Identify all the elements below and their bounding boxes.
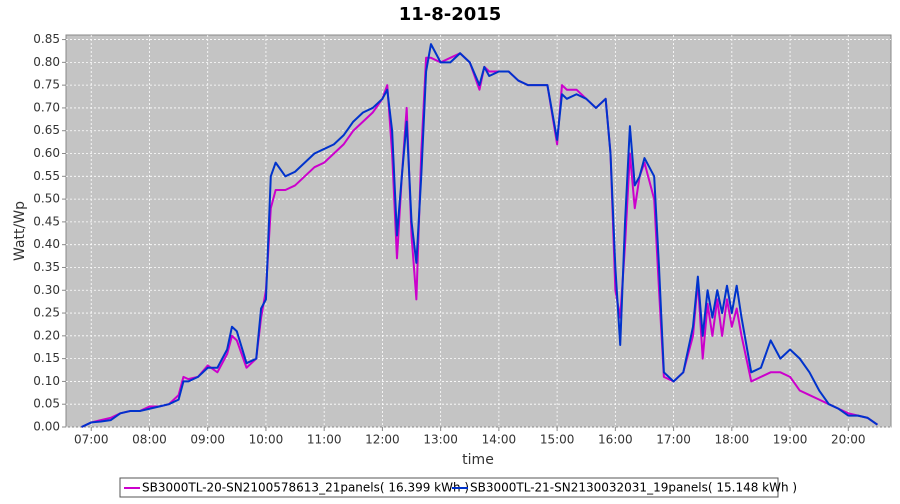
- x-tick-label: 10:00: [249, 433, 284, 447]
- x-tick-label: 16:00: [598, 433, 633, 447]
- y-axis-label: Watt/Wp: [12, 201, 28, 261]
- chart-title: 11-8-2015: [399, 4, 502, 25]
- y-tick-label: 0.20: [33, 328, 60, 342]
- y-tick-label: 0.30: [33, 283, 60, 297]
- y-tick-label: 0.55: [33, 169, 60, 183]
- series-line: [81, 52, 878, 428]
- x-tick-label: 14:00: [482, 433, 517, 447]
- y-tick-label: 0.75: [33, 78, 60, 92]
- y-tick-label: 0.65: [33, 123, 60, 137]
- y-tick-label: 0.80: [33, 55, 60, 69]
- series-line: [81, 43, 878, 428]
- lines: [81, 43, 878, 428]
- legend-box: [119, 477, 779, 498]
- x-tick-label: 20:00: [831, 433, 866, 447]
- x-tick-label: 07:00: [74, 433, 109, 447]
- y-tick-label: 0.05: [33, 397, 60, 411]
- y-tick-label: 0.10: [33, 374, 60, 388]
- legend-label: SB3000TL-20-SN2100578613_21panels( 16.39…: [142, 481, 469, 495]
- x-tick-label: 08:00: [132, 433, 167, 447]
- y-tick-label: 0.00: [33, 420, 60, 434]
- y-tick-label: 0.50: [33, 192, 60, 206]
- y-tick-label: 0.40: [33, 237, 60, 251]
- y-tick-label: 0.60: [33, 146, 60, 160]
- y-tick-label: 0.15: [33, 351, 60, 365]
- x-tick-label: 09:00: [190, 433, 225, 447]
- x-tick-label: 15:00: [540, 433, 575, 447]
- x-tick-label: 12:00: [365, 433, 400, 447]
- legend-label: SB3000TL-21-SN2130032031_19panels( 15.14…: [470, 481, 797, 495]
- x-tick-label: 11:00: [307, 433, 342, 447]
- x-axis-label: time: [462, 452, 494, 468]
- x-tick-label: 13:00: [423, 433, 458, 447]
- y-tick-label: 0.85: [33, 32, 60, 46]
- y-tick-label: 0.25: [33, 306, 60, 320]
- y-tick-label: 0.45: [33, 214, 60, 228]
- x-tick-label: 19:00: [773, 433, 808, 447]
- x-tick-label: 18:00: [715, 433, 750, 447]
- y-tick-label: 0.70: [33, 100, 60, 114]
- x-tick-label: 17:00: [656, 433, 691, 447]
- y-tick-label: 0.35: [33, 260, 60, 274]
- plot-area: [65, 34, 892, 428]
